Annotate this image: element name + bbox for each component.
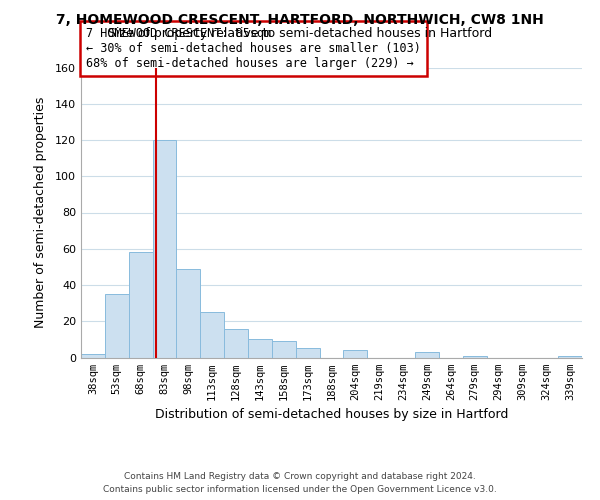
- Bar: [105, 294, 129, 358]
- Bar: [152, 140, 176, 358]
- Bar: [248, 340, 272, 357]
- Text: Contains public sector information licensed under the Open Government Licence v3: Contains public sector information licen…: [103, 485, 497, 494]
- Text: Contains HM Land Registry data © Crown copyright and database right 2024.: Contains HM Land Registry data © Crown c…: [124, 472, 476, 481]
- Bar: [81, 354, 105, 358]
- Bar: [224, 328, 248, 358]
- Bar: [343, 350, 367, 358]
- Y-axis label: Number of semi-detached properties: Number of semi-detached properties: [34, 97, 47, 328]
- Bar: [272, 341, 296, 357]
- Text: Size of property relative to semi-detached houses in Hartford: Size of property relative to semi-detach…: [108, 28, 492, 40]
- Bar: [296, 348, 320, 358]
- Bar: [558, 356, 582, 358]
- Text: 7 HOMEWOOD CRESCENT: 85sqm
← 30% of semi-detached houses are smaller (103)
68% o: 7 HOMEWOOD CRESCENT: 85sqm ← 30% of semi…: [86, 27, 421, 70]
- Text: 7, HOMEWOOD CRESCENT, HARTFORD, NORTHWICH, CW8 1NH: 7, HOMEWOOD CRESCENT, HARTFORD, NORTHWIC…: [56, 12, 544, 26]
- Bar: [415, 352, 439, 358]
- Bar: [200, 312, 224, 358]
- Bar: [463, 356, 487, 358]
- Bar: [129, 252, 152, 358]
- Bar: [176, 268, 200, 358]
- X-axis label: Distribution of semi-detached houses by size in Hartford: Distribution of semi-detached houses by …: [155, 408, 508, 421]
